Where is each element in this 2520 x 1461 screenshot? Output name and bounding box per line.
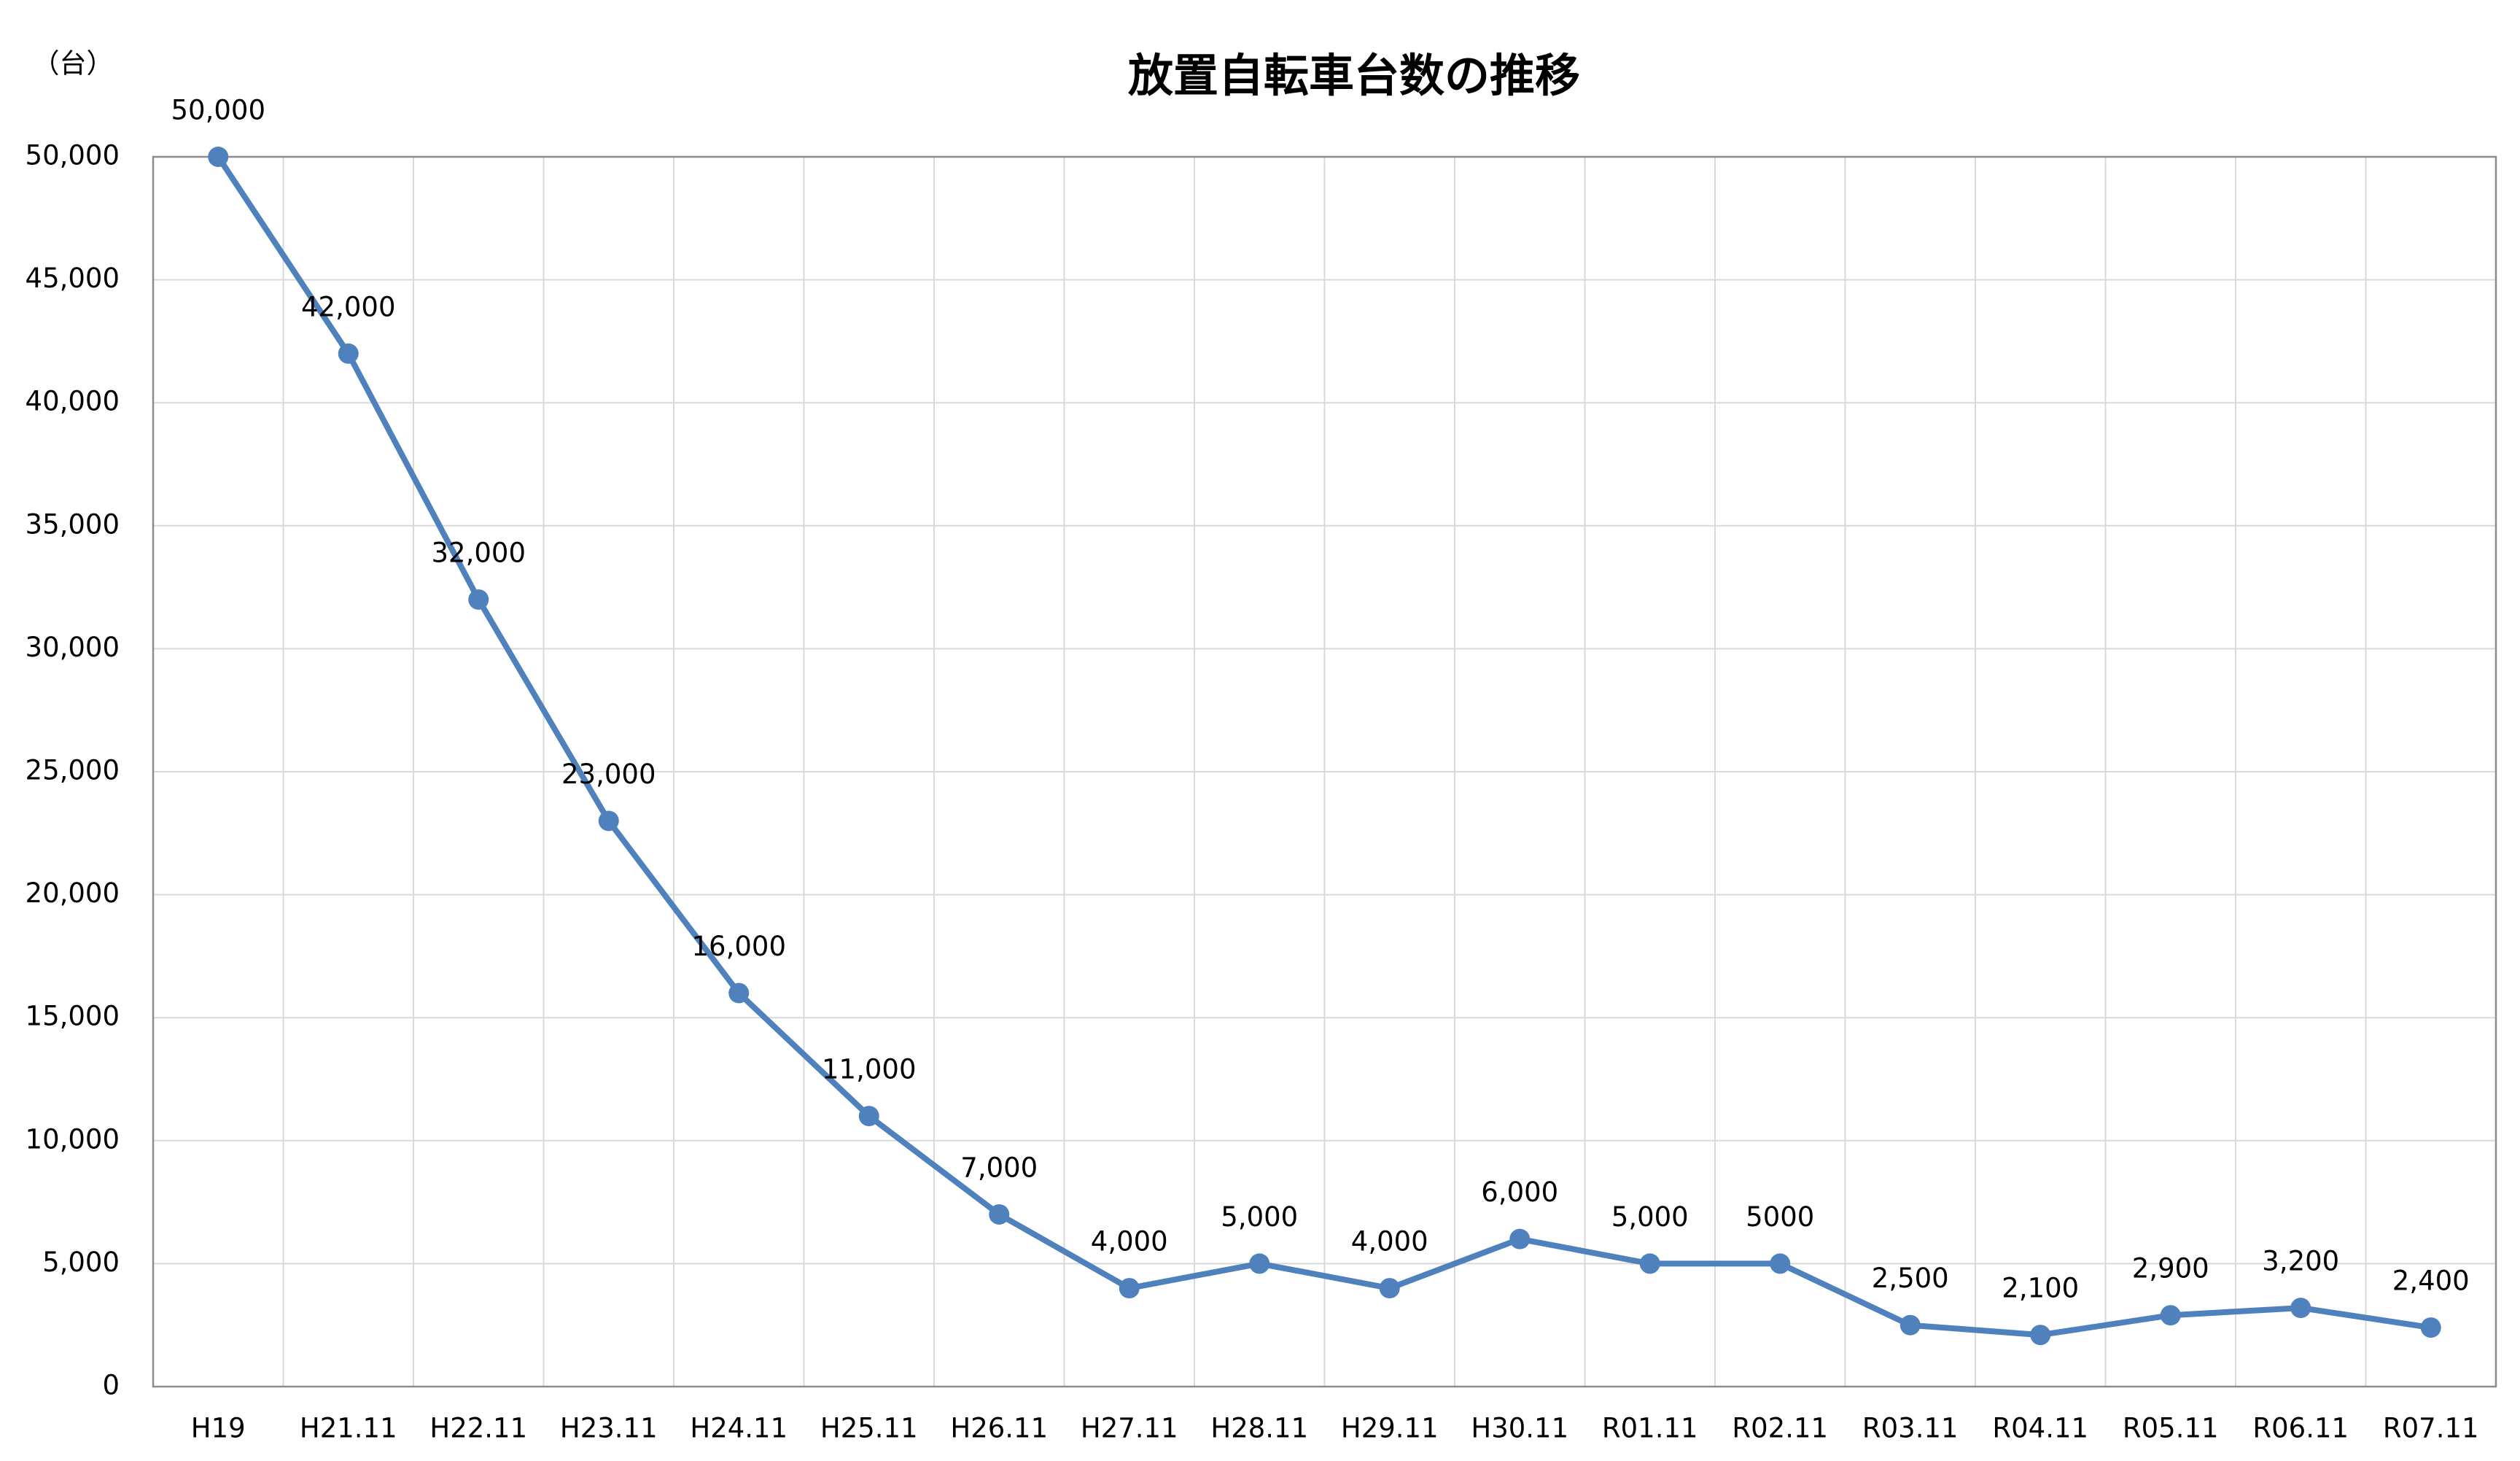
data-label: 16,000	[692, 931, 786, 962]
y-tick-label: 10,000	[26, 1123, 120, 1155]
data-label: 42,000	[301, 291, 395, 322]
y-tick-label: 5,000	[42, 1247, 120, 1278]
y-tick-label: 45,000	[26, 263, 120, 294]
y-tick-label: 20,000	[26, 877, 120, 909]
x-tick-label: H19	[191, 1413, 246, 1444]
data-point	[1899, 1314, 1921, 1336]
data-label: 11,000	[822, 1054, 916, 1085]
data-label: 5000	[1746, 1201, 1814, 1233]
y-tick-label: 50,000	[26, 140, 120, 171]
data-point	[1119, 1278, 1140, 1299]
chart-title: 放置自転車台数の推移	[1128, 49, 1580, 102]
data-label: 5,000	[1221, 1201, 1298, 1233]
data-label: 4,000	[1351, 1226, 1428, 1257]
data-point	[598, 810, 619, 832]
data-label: 6,000	[1481, 1177, 1558, 1208]
data-point	[1249, 1253, 1270, 1274]
x-tick-label: H26.11	[950, 1413, 1048, 1444]
x-tick-label: R07.11	[2383, 1413, 2479, 1444]
x-tick-label: R02.11	[1732, 1413, 1828, 1444]
data-point	[2160, 1305, 2181, 1326]
plot-border	[152, 155, 2497, 1388]
unit-label: （台）	[33, 48, 114, 80]
data-label: 2,400	[2392, 1266, 2470, 1297]
x-tick-label: H23.11	[560, 1413, 658, 1444]
data-label: 5,000	[1611, 1201, 1689, 1233]
data-label: 32,000	[432, 537, 526, 568]
data-point	[2290, 1298, 2311, 1319]
x-tick-label: H22.11	[429, 1413, 527, 1444]
data-point	[338, 343, 359, 364]
data-point	[1379, 1278, 1400, 1299]
data-label: 50,000	[171, 95, 265, 126]
x-tick-label: R06.11	[2252, 1413, 2349, 1444]
data-label: 7,000	[960, 1152, 1038, 1183]
data-point	[1509, 1228, 1531, 1249]
series-line	[215, 155, 2432, 1338]
x-tick-label: R05.11	[2123, 1413, 2219, 1444]
data-label: 3,200	[2262, 1246, 2339, 1277]
data-label: 4,000	[1091, 1226, 1168, 1257]
x-tick-label: H21.11	[300, 1413, 397, 1444]
x-tick-label: H24.11	[690, 1413, 788, 1444]
y-tick-label: 25,000	[26, 755, 120, 786]
data-point	[208, 147, 229, 167]
x-tick-label: H30.11	[1471, 1413, 1568, 1444]
x-tick-label: H29.11	[1341, 1413, 1439, 1444]
y-tick-label: 0	[102, 1370, 120, 1401]
x-tick-label: R03.11	[1862, 1413, 1959, 1444]
x-tick-label: R01.11	[1602, 1413, 1698, 1444]
data-point	[468, 589, 489, 610]
data-point	[2030, 1325, 2051, 1346]
data-label: 2,900	[2132, 1253, 2209, 1284]
y-tick-label: 35,000	[26, 508, 120, 540]
data-point	[1639, 1253, 1660, 1274]
x-tick-label: H28.11	[1210, 1413, 1308, 1444]
data-label: 2,100	[2002, 1273, 2079, 1304]
data-point	[1770, 1253, 1791, 1274]
data-point	[728, 983, 750, 1004]
x-tick-label: H27.11	[1081, 1413, 1178, 1444]
x-tick-label: R04.11	[1992, 1413, 2088, 1444]
data-point	[989, 1204, 1010, 1225]
y-tick-label: 40,000	[26, 386, 120, 417]
data-label: 23,000	[561, 759, 656, 790]
x-tick-label: H25.11	[820, 1413, 918, 1444]
y-tick-label: 15,000	[26, 1001, 120, 1032]
data-label: 2,500	[1872, 1263, 1949, 1294]
y-tick-label: 30,000	[26, 632, 120, 663]
data-point	[858, 1106, 879, 1127]
data-point	[2420, 1317, 2441, 1338]
